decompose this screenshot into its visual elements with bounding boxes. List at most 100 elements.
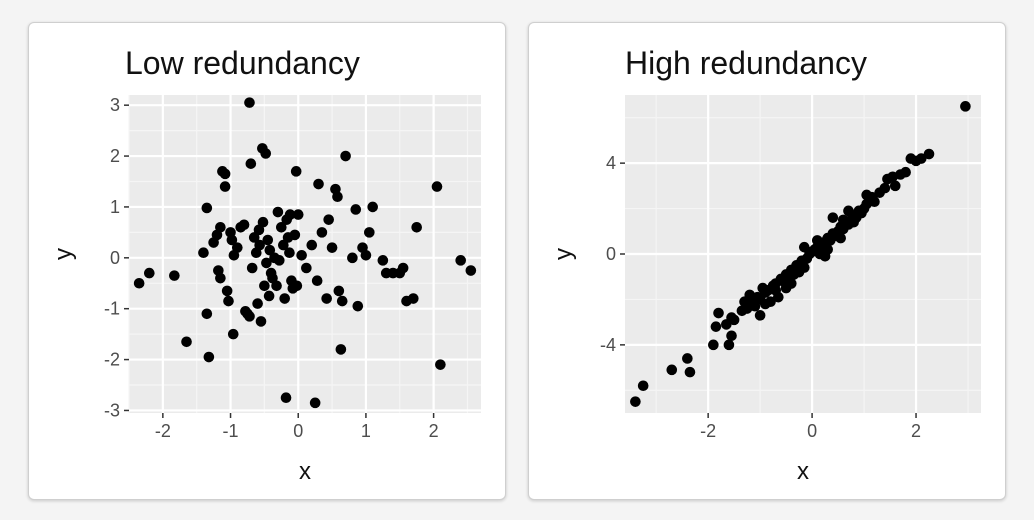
data-point — [279, 293, 290, 304]
chart-title: Low redundancy — [125, 45, 360, 81]
data-point — [915, 153, 927, 164]
low-redundancy-panel: Low redundancy -2 -1 0 1 2 -3 -2 -1 0 1 2 3 x y — [28, 22, 506, 500]
data-point — [333, 285, 345, 297]
high-redundancy-scatter-plot: -2 0 2 -4 0 4 x y — [550, 95, 981, 485]
data-point — [246, 262, 258, 274]
data-point — [630, 396, 641, 407]
data-point — [284, 209, 296, 220]
data-point — [261, 257, 272, 269]
data-point — [215, 272, 226, 284]
data-point — [181, 336, 192, 348]
y-tick-label: -1 — [104, 299, 120, 319]
data-point — [336, 295, 348, 307]
data-point — [255, 316, 267, 327]
data-point — [431, 181, 443, 192]
data-point — [260, 148, 272, 159]
data-point — [226, 234, 238, 246]
data-point — [219, 168, 231, 180]
data-point — [411, 221, 422, 233]
data-point — [465, 265, 477, 276]
data-point — [244, 97, 255, 108]
data-point — [798, 241, 810, 253]
y-axis-title: y — [50, 248, 77, 260]
data-point — [811, 235, 823, 246]
data-point — [264, 244, 276, 256]
data-point — [666, 364, 678, 376]
x-tick-label: 2 — [911, 421, 921, 441]
data-point — [780, 282, 792, 294]
chart-title: High redundancy — [625, 45, 867, 81]
x-tick-label: 1 — [361, 421, 371, 441]
data-point — [827, 212, 839, 223]
data-point — [843, 205, 854, 217]
data-point — [360, 249, 372, 261]
data-point — [289, 229, 301, 241]
data-point — [201, 202, 213, 214]
data-point — [221, 285, 233, 297]
data-point — [848, 216, 859, 228]
data-point — [280, 392, 292, 404]
data-point — [309, 397, 321, 409]
data-point — [760, 298, 771, 310]
y-axis-title: y — [550, 248, 577, 260]
data-point — [835, 232, 846, 244]
data-point — [960, 101, 971, 112]
y-tick-label: 4 — [606, 153, 616, 173]
y-tick-label: 0 — [110, 248, 120, 268]
data-point — [259, 280, 270, 292]
data-point — [219, 181, 231, 192]
data-point — [252, 298, 263, 309]
data-point — [377, 255, 389, 266]
data-point — [347, 252, 358, 264]
data-point — [271, 280, 282, 292]
data-point — [364, 227, 375, 238]
x-tick-label: -2 — [155, 421, 171, 441]
data-point — [332, 191, 343, 203]
data-point — [710, 321, 722, 332]
x-tick-label: -1 — [223, 421, 239, 441]
x-tick-label: 0 — [293, 421, 303, 441]
data-point — [435, 359, 446, 370]
x-tick-label: 0 — [807, 421, 817, 441]
data-point — [284, 247, 295, 259]
data-point — [238, 219, 250, 231]
x-tick-label: -2 — [700, 421, 716, 441]
data-point — [340, 150, 351, 162]
y-tick-label: 3 — [110, 95, 120, 115]
data-point — [879, 182, 891, 194]
data-point — [245, 158, 257, 169]
low-redundancy-scatter-plot: -2 -1 0 1 2 -3 -2 -1 0 1 2 3 x y — [50, 95, 481, 485]
data-point — [292, 209, 304, 220]
data-point — [276, 221, 287, 233]
data-point — [232, 242, 243, 253]
y-tick-label: 1 — [110, 197, 120, 217]
data-point — [889, 180, 901, 192]
data-point — [215, 221, 226, 233]
y-tick-label: -2 — [104, 350, 120, 370]
data-point — [684, 366, 696, 378]
data-point — [290, 166, 302, 177]
data-point — [169, 270, 180, 281]
data-point — [203, 351, 215, 363]
data-point — [227, 328, 239, 340]
data-point — [321, 293, 332, 304]
data-point — [133, 277, 145, 289]
data-point — [408, 293, 419, 304]
data-point — [262, 234, 274, 246]
x-axis-title: x — [299, 458, 311, 485]
data-point — [306, 239, 318, 251]
data-point — [900, 166, 911, 178]
y-tick-label: 0 — [606, 244, 616, 264]
data-point — [223, 295, 234, 307]
data-point — [263, 290, 275, 302]
data-point — [326, 242, 338, 253]
data-point — [278, 239, 289, 251]
data-point — [708, 339, 719, 351]
data-point — [837, 214, 849, 226]
data-point — [291, 280, 303, 292]
data-point — [273, 255, 285, 266]
data-point — [244, 311, 255, 322]
data-point — [682, 353, 693, 364]
data-point — [723, 339, 735, 351]
x-tick-label: 2 — [429, 421, 439, 441]
